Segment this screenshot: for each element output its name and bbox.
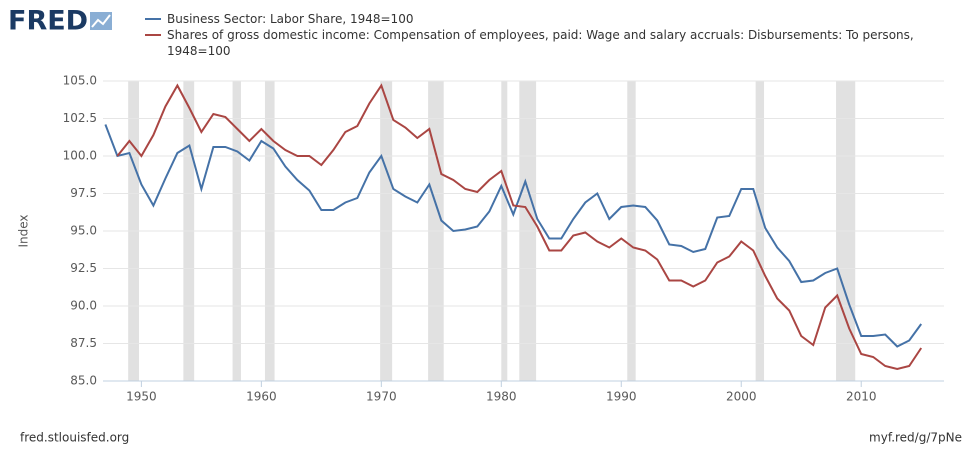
series-line bbox=[116, 83, 923, 371]
y-tick-label: 95.0 bbox=[70, 224, 97, 238]
legend-label: Shares of gross domestic income: Compens… bbox=[167, 28, 914, 58]
legend-entry[interactable]: Shares of gross domestic income: Compens… bbox=[145, 27, 945, 59]
logo: FRED bbox=[8, 6, 88, 37]
plot-area: 85.0 87.5 90.0 92.5 95.0 97.5 100.0 102.5 105.0 1… bbox=[17, 74, 944, 404]
y-tick-label: 87.5 bbox=[70, 336, 97, 350]
y-tick-label: 85.0 bbox=[70, 374, 97, 388]
logo-icon bbox=[90, 12, 112, 30]
logo-icon-line bbox=[91, 14, 111, 28]
x-tick-label: 1960 bbox=[246, 390, 277, 404]
y-tick-label: 102.5 bbox=[63, 111, 97, 125]
x-tick-label: 1990 bbox=[606, 390, 637, 404]
legend-swatch bbox=[145, 34, 161, 36]
source: fred.stlouisfed.org bbox=[20, 431, 129, 445]
x-tick-label: 2010 bbox=[846, 390, 877, 404]
x-tick-label: 1980 bbox=[486, 390, 517, 404]
link[interactable]: myf.red/g/7pNe bbox=[869, 431, 962, 445]
legend-swatch bbox=[145, 18, 161, 20]
y-axis-label: Index bbox=[17, 214, 31, 247]
y-tick-label: 92.5 bbox=[70, 261, 97, 275]
legend-label: Business Sector: Labor Share, 1948=100 bbox=[167, 12, 414, 26]
y-tick-label: 105.0 bbox=[63, 74, 97, 88]
y-tick-label: 100.0 bbox=[63, 149, 97, 163]
x-tick-label: 1970 bbox=[366, 390, 397, 404]
series-line bbox=[104, 124, 923, 348]
y-tick-label: 97.5 bbox=[70, 186, 97, 200]
legend: Business Sector: Labor Share, 1948=100 Sh… bbox=[145, 11, 945, 59]
x-tick-label: 2000 bbox=[726, 390, 757, 404]
y-tick-label: 90.0 bbox=[70, 299, 97, 313]
legend-entry[interactable]: Business Sector: Labor Share, 1948=100 bbox=[145, 11, 945, 27]
x-tick-label: 1950 bbox=[126, 390, 157, 404]
